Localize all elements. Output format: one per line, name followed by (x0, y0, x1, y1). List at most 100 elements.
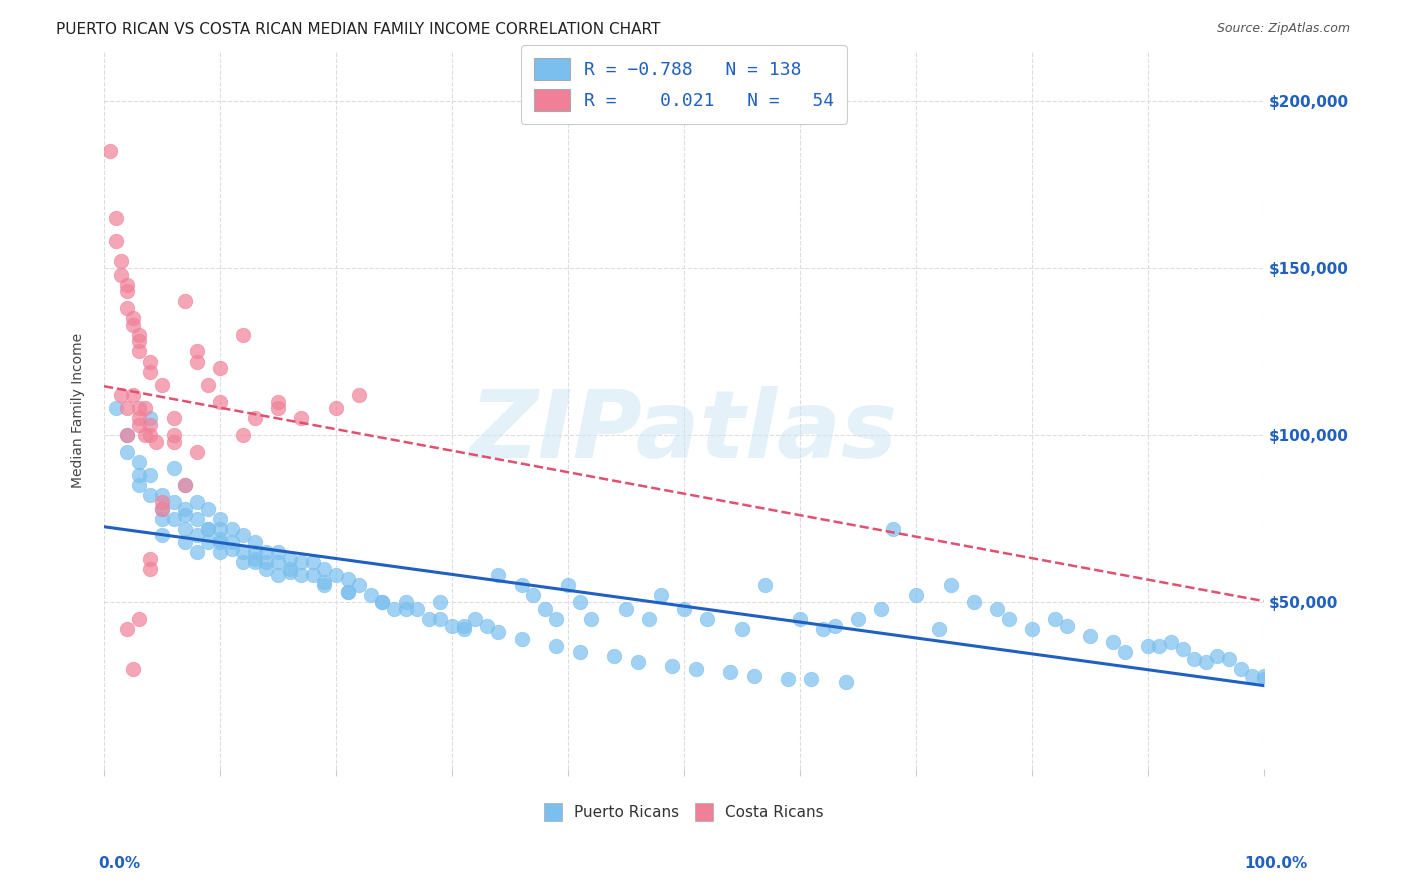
Point (128, 455, 150, 469)
Point (128, 334, 150, 349)
Point (254, 555, 277, 569)
Point (122, 388, 145, 402)
Point (150, 528, 173, 542)
Point (464, 612, 486, 626)
Point (150, 511, 173, 525)
Point (1206, 648, 1229, 663)
Point (824, 618, 846, 632)
Point (115, 428, 138, 442)
Point (301, 555, 323, 569)
Point (546, 639, 568, 653)
Point (243, 551, 266, 566)
Text: ZIPatlas: ZIPatlas (470, 385, 898, 477)
Point (115, 428, 138, 442)
Point (661, 658, 683, 673)
Point (208, 535, 231, 549)
Point (243, 535, 266, 549)
Point (115, 285, 138, 299)
Point (371, 595, 394, 609)
Point (685, 662, 707, 676)
Point (232, 555, 254, 569)
Point (254, 562, 277, 576)
Point (174, 294, 197, 309)
Point (139, 354, 162, 368)
Text: 100.0%: 100.0% (1244, 856, 1308, 871)
Point (301, 568, 323, 582)
Point (278, 562, 301, 576)
Point (800, 672, 823, 686)
Point (429, 595, 451, 609)
Point (440, 618, 463, 632)
Point (290, 568, 312, 582)
Point (139, 562, 162, 576)
Legend: Puerto Ricans, Costa Ricans: Puerto Ricans, Costa Ricans (537, 799, 830, 826)
Point (638, 612, 661, 626)
Point (186, 444, 208, 458)
Point (882, 522, 904, 536)
Point (122, 662, 145, 676)
Point (186, 495, 208, 509)
Point (139, 428, 162, 442)
Point (742, 669, 765, 683)
Text: Source: ZipAtlas.com: Source: ZipAtlas.com (1216, 22, 1350, 36)
Point (1078, 629, 1101, 643)
Point (186, 528, 208, 542)
Point (104, 234, 127, 248)
Point (174, 535, 197, 549)
Point (197, 535, 219, 549)
Point (336, 572, 359, 586)
Point (1182, 652, 1205, 666)
Point (267, 401, 290, 416)
Point (1253, 669, 1275, 683)
Point (314, 578, 336, 592)
Point (139, 365, 162, 379)
Point (186, 344, 208, 359)
Point (546, 612, 568, 626)
Point (115, 277, 138, 292)
Point (208, 532, 231, 546)
Point (267, 555, 290, 569)
Point (186, 545, 208, 559)
Point (754, 578, 776, 592)
Point (568, 595, 591, 609)
Point (394, 595, 416, 609)
Point (128, 478, 150, 492)
Point (475, 618, 498, 632)
Point (1241, 669, 1264, 683)
Point (174, 501, 197, 516)
Point (533, 602, 555, 616)
Point (614, 602, 637, 616)
Point (672, 602, 695, 616)
Point (162, 428, 184, 442)
Point (104, 211, 127, 225)
Point (115, 622, 138, 636)
Point (162, 461, 184, 475)
Point (347, 388, 370, 402)
Point (150, 501, 173, 516)
Point (150, 501, 173, 516)
Point (778, 672, 800, 686)
Point (278, 565, 301, 579)
Point (134, 428, 156, 442)
Point (128, 411, 150, 425)
Point (208, 361, 231, 376)
Point (98, 144, 121, 158)
Point (963, 595, 986, 609)
Point (406, 602, 429, 616)
Point (150, 488, 173, 502)
Point (232, 428, 254, 442)
Point (579, 612, 602, 626)
Point (325, 568, 347, 582)
Point (174, 478, 197, 492)
Point (115, 444, 138, 458)
Point (221, 535, 243, 549)
Point (453, 622, 475, 636)
Point (939, 578, 962, 592)
Point (382, 602, 405, 616)
Point (997, 612, 1019, 626)
Point (208, 511, 231, 525)
Point (267, 394, 290, 409)
Point (139, 551, 162, 566)
Point (197, 522, 219, 536)
Point (1021, 622, 1043, 636)
